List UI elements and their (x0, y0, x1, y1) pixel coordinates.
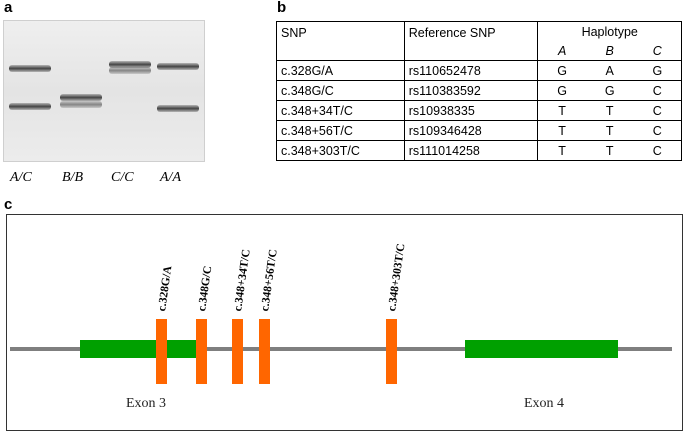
haplotype-a-cell: G (537, 60, 586, 81)
lane-label: B/B (62, 170, 83, 185)
snp-cell: c.348+34T/C (276, 100, 405, 121)
table-row: c.328G/A rs110652478 G A G (276, 60, 682, 81)
column-header-snp: SNP (276, 21, 405, 61)
gene-diagram-frame (6, 214, 683, 431)
exon-3-label: Exon 3 (126, 396, 167, 411)
snp-cell: c.328G/A (276, 60, 405, 81)
exon-4-label: Exon 4 (524, 396, 565, 411)
ref-snp-cell: rs110652478 (403, 60, 539, 81)
haplotype-c-cell: C (633, 100, 682, 121)
snp-cell: c.348+303T/C (276, 140, 405, 161)
table-subheader-row: A B C (277, 41, 682, 61)
panel-a-letter: a (4, 0, 13, 16)
haplotype-c-cell: C (633, 120, 682, 141)
haplotype-table: SNP Reference SNP Haplotype A B C c.328G… (276, 21, 682, 161)
gel-lane-4 (157, 21, 199, 161)
lane-label: A/A (160, 170, 181, 185)
haplotype-b-header: B (585, 41, 634, 61)
haplotype-b-cell: T (585, 100, 634, 121)
haplotype-c-cell: G (633, 60, 682, 81)
exon-3-block (80, 340, 197, 358)
band-middle (60, 94, 102, 101)
haplotype-c-cell: C (633, 80, 682, 101)
snp-marker (232, 319, 243, 384)
lane-label: A/C (10, 170, 32, 185)
table-row: c.348G/C rs110383592 G G C (276, 80, 682, 101)
band-upper (157, 63, 199, 70)
intron-line (10, 347, 672, 351)
column-header-haplotype: Haplotype (537, 21, 682, 41)
snp-marker (259, 319, 270, 384)
gel-lane-1 (9, 21, 51, 161)
table-row: c.348+303T/C rs111014258 T T C (276, 140, 682, 161)
snp-marker (196, 319, 207, 384)
band-upper (9, 65, 51, 72)
band-upper (109, 61, 151, 68)
snp-marker (156, 319, 167, 384)
column-header-reference-snp: Reference SNP (403, 21, 539, 61)
ref-snp-cell: rs110383592 (403, 80, 539, 101)
table-row: c.348+34T/C rs10938335 T T C (276, 100, 682, 121)
panel-c-letter: c (4, 196, 13, 213)
haplotype-b-cell: T (585, 120, 634, 141)
lane-label: C/C (111, 170, 134, 185)
gel-image (3, 20, 205, 162)
haplotype-b-cell: T (585, 140, 634, 161)
haplotype-b-cell: A (585, 60, 634, 81)
snp-cell: c.348G/C (276, 80, 405, 101)
ref-snp-cell: rs111014258 (403, 140, 539, 161)
band-upper-lower (109, 67, 151, 74)
table-header-row: SNP Reference SNP Haplotype (276, 21, 682, 61)
exon-4-block (465, 340, 618, 358)
gel-lane-2 (60, 21, 102, 161)
haplotype-a-cell: G (537, 80, 586, 101)
table-row: c.348+56T/C rs109346428 T T C (276, 120, 682, 141)
snp-marker (386, 319, 397, 384)
gel-lane-3 (109, 21, 151, 161)
snp-cell: c.348+56T/C (276, 120, 405, 141)
haplotype-a-cell: T (537, 140, 586, 161)
haplotype-c-cell: C (633, 140, 682, 161)
ref-snp-cell: rs10938335 (403, 100, 539, 121)
ref-snp-cell: rs109346428 (403, 120, 539, 141)
haplotype-a-cell: T (537, 100, 586, 121)
panel-b-letter: b (277, 0, 287, 16)
haplotype-b-cell: G (585, 80, 634, 101)
band-lower (157, 105, 199, 112)
haplotype-a-header: A (537, 41, 586, 61)
haplotype-a-cell: T (537, 120, 586, 141)
band-lower (9, 103, 51, 110)
band-middle-lower (60, 101, 102, 108)
haplotype-c-header: C (633, 41, 682, 61)
